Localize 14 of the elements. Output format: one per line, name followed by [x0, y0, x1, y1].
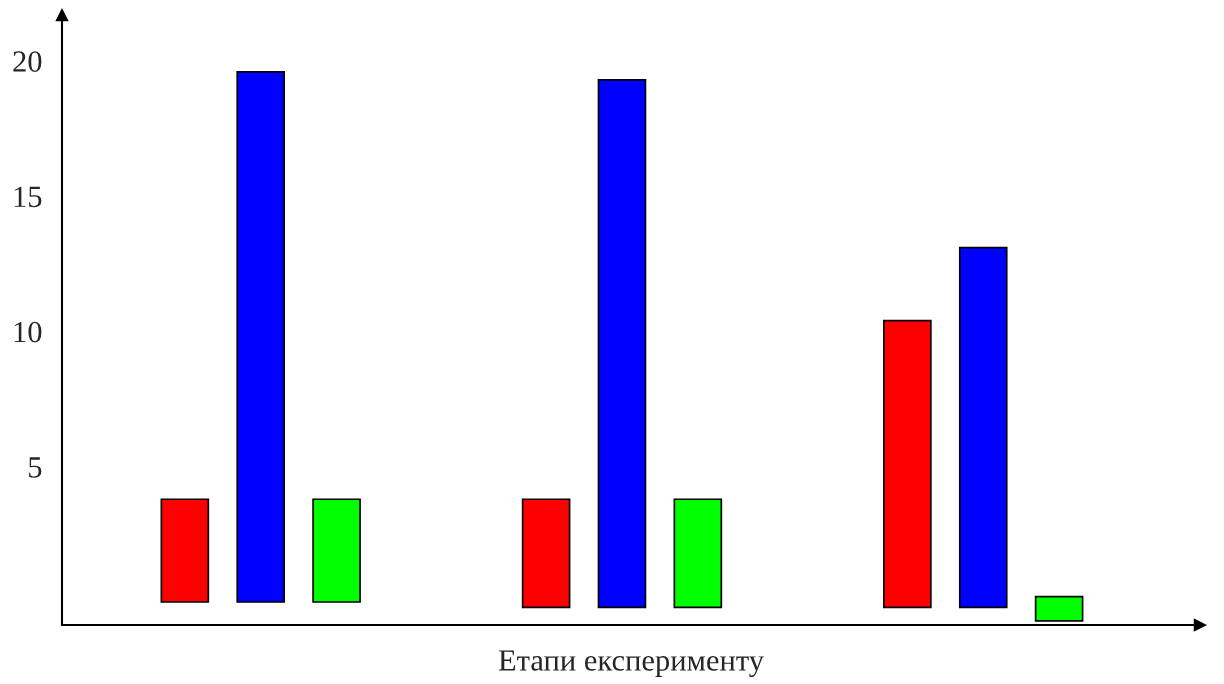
bar: [1034, 595, 1084, 622]
bar: [521, 498, 571, 609]
y-tick-label: 20: [13, 51, 42, 72]
y-tick-label: 10: [14, 321, 42, 343]
bar: [958, 246, 1008, 609]
y-tick-label: 15: [14, 186, 42, 208]
bar: [236, 70, 286, 603]
bar: [160, 498, 210, 603]
y-tick-label: 5: [29, 457, 42, 478]
x-axis-title: Етапи експерименту: [498, 650, 764, 678]
bar: [597, 79, 647, 609]
bar: [312, 498, 361, 603]
bar: [673, 498, 723, 609]
bar: [883, 319, 932, 609]
